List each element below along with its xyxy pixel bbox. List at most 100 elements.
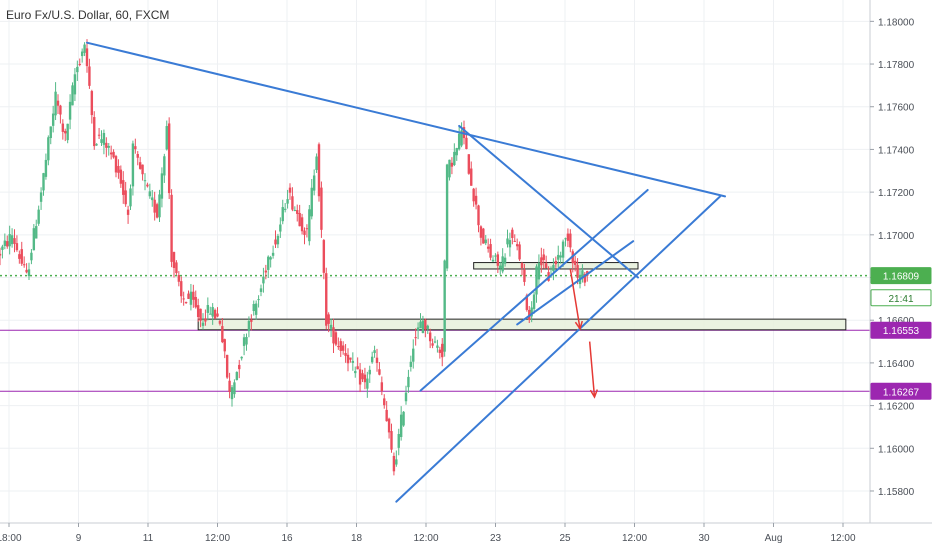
candle-body xyxy=(503,257,507,264)
candle-body xyxy=(358,369,362,385)
candle-body xyxy=(68,101,72,120)
candle-body xyxy=(56,100,60,106)
candle-body xyxy=(559,255,562,258)
zone-rectangle[interactable] xyxy=(197,318,847,331)
candle-body xyxy=(112,151,115,158)
x-tick-label: 9 xyxy=(76,533,82,544)
candle-body xyxy=(431,343,434,346)
trendline[interactable] xyxy=(86,41,726,198)
y-tick-label: 1.16000 xyxy=(878,444,915,455)
candle-body xyxy=(354,371,357,374)
candle-body xyxy=(416,327,420,331)
trendline[interactable] xyxy=(458,124,639,279)
candle-body xyxy=(312,175,316,191)
candle-body xyxy=(264,270,268,273)
candle-body xyxy=(438,349,442,353)
candle-body xyxy=(291,196,294,210)
price-label-countdown: 21:41 xyxy=(870,289,932,307)
candle-body xyxy=(515,244,519,247)
x-tick-label: 18:00 xyxy=(0,533,22,544)
candle-body xyxy=(566,233,570,241)
candle-body xyxy=(88,66,91,86)
candle-body xyxy=(501,256,504,272)
candle-body xyxy=(247,320,251,332)
arrows[interactable] xyxy=(569,268,599,399)
candle-body xyxy=(78,63,81,65)
candle-body xyxy=(199,308,202,321)
candle-body xyxy=(395,459,398,465)
price-label-text: 1.16809 xyxy=(883,272,920,283)
price-label-level: 1.16267 xyxy=(870,382,932,400)
candle-body xyxy=(564,238,567,240)
candle-body xyxy=(310,187,313,217)
candle-body xyxy=(349,357,352,360)
candle-body xyxy=(569,233,572,248)
candle-body xyxy=(368,369,371,375)
trendline[interactable] xyxy=(419,188,649,392)
candle-body xyxy=(1,246,4,250)
candle-body xyxy=(530,307,533,317)
candle-body xyxy=(322,240,326,273)
candle-body xyxy=(397,434,400,448)
candle-body xyxy=(172,252,176,268)
candle-body xyxy=(0,253,2,256)
price-label-text: 1.16553 xyxy=(883,326,920,337)
candle-body xyxy=(129,188,132,207)
candle-body xyxy=(573,260,577,265)
candle-body xyxy=(523,269,526,282)
y-tick-label: 1.17400 xyxy=(878,145,915,156)
candle-body xyxy=(206,305,210,313)
candle-body xyxy=(296,210,299,214)
candle-body xyxy=(124,190,127,205)
candle-body xyxy=(10,235,14,245)
candle-body xyxy=(518,244,521,260)
candle-body xyxy=(192,291,195,300)
trendline[interactable] xyxy=(395,195,722,503)
candle-body xyxy=(274,239,277,245)
price-label-text: 1.16267 xyxy=(883,387,920,398)
candle-body xyxy=(450,162,454,167)
candle-body xyxy=(201,322,205,326)
candle-body xyxy=(85,48,89,67)
candle-body xyxy=(158,194,161,218)
arrow-line[interactable] xyxy=(588,341,596,398)
candle-body xyxy=(182,298,185,300)
arrow-line[interactable] xyxy=(569,268,581,329)
candle-body xyxy=(105,142,108,148)
candle-body xyxy=(329,324,333,329)
candle-body xyxy=(252,303,255,312)
candle-body xyxy=(228,380,231,392)
candle-body xyxy=(42,173,45,191)
candle-body xyxy=(445,164,449,269)
candle-body xyxy=(235,371,239,381)
candle-body xyxy=(83,44,86,53)
candle-body xyxy=(90,91,94,116)
candle-body xyxy=(230,387,234,400)
candle-body xyxy=(325,273,328,326)
candle-body xyxy=(71,85,74,106)
y-tick-label: 1.16400 xyxy=(878,359,915,370)
trendline[interactable] xyxy=(516,240,635,326)
candle-body xyxy=(32,228,36,251)
trendlines[interactable] xyxy=(86,41,726,503)
candle-body xyxy=(520,263,524,269)
candle-body xyxy=(375,357,379,363)
candle-body xyxy=(344,352,347,356)
time-axis[interactable]: 18:00 9 11 12:00 16 18 12:00 23 25 12:00 30 Aug 12:0… xyxy=(0,523,856,544)
candle-body xyxy=(455,148,458,156)
candle-body xyxy=(419,321,422,329)
candle-body xyxy=(441,343,444,358)
candle-body xyxy=(412,348,415,362)
candle-body xyxy=(3,240,7,246)
candle-body xyxy=(18,254,21,259)
y-tick-label: 1.17600 xyxy=(878,103,915,114)
candle-body xyxy=(465,137,468,150)
candle-body xyxy=(576,265,579,278)
candle-body xyxy=(489,244,492,258)
candle-body xyxy=(506,238,509,245)
candle-body xyxy=(194,296,197,308)
y-tick-label: 1.16600 xyxy=(878,316,915,327)
candle-body xyxy=(300,217,304,232)
